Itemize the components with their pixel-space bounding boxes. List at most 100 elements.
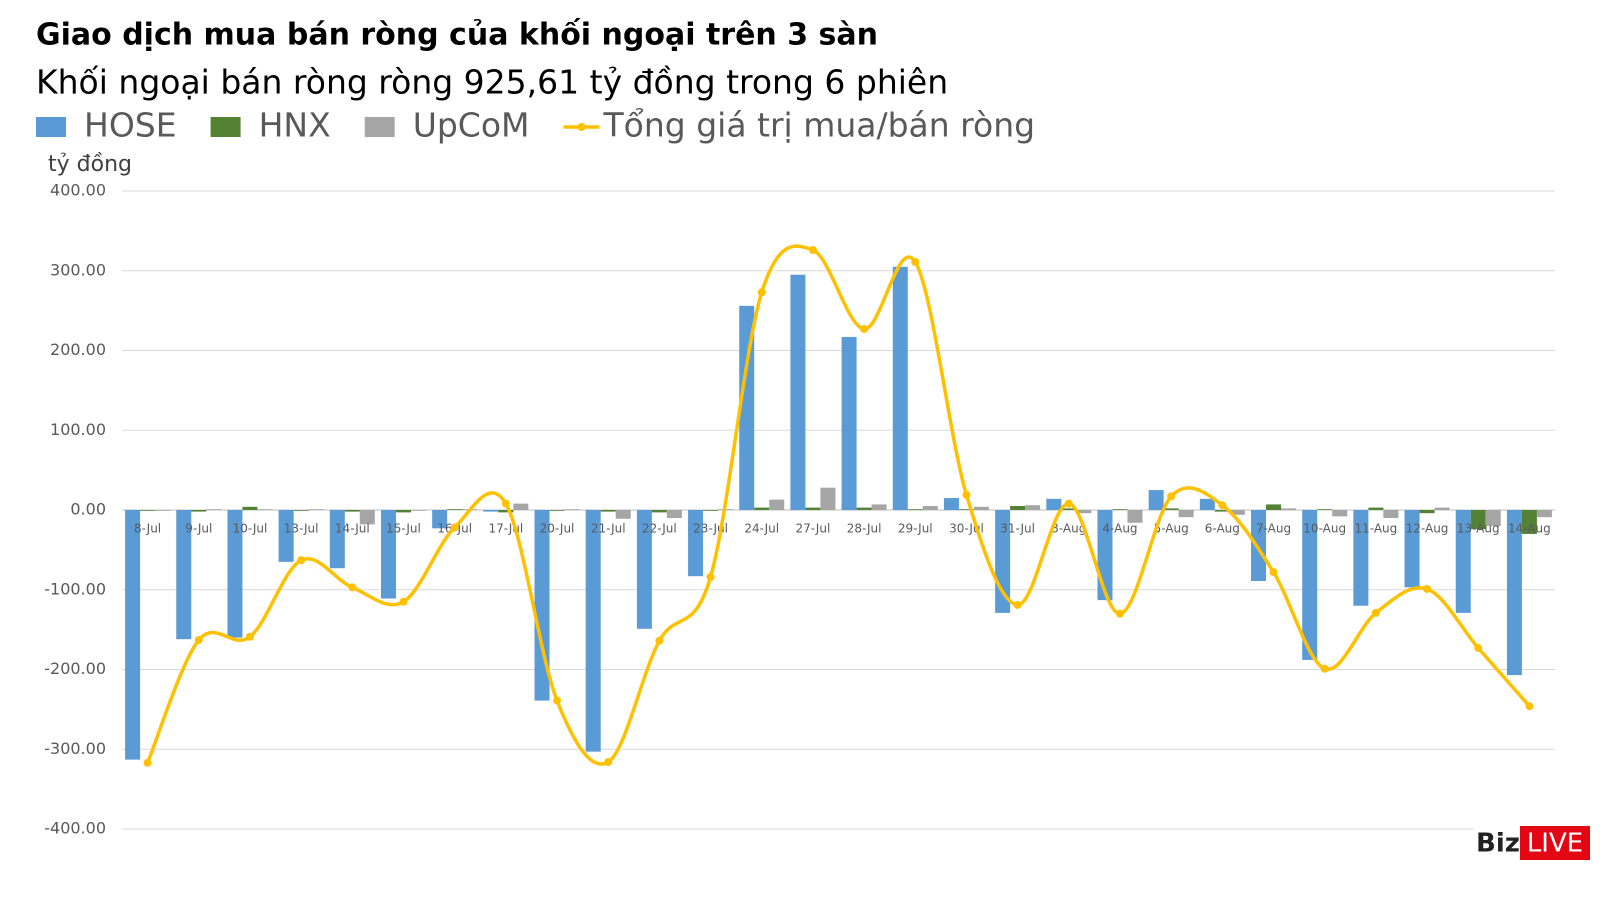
x-tick-label: 27-Jul (796, 522, 831, 536)
bar (1353, 510, 1369, 606)
bar (359, 510, 375, 525)
x-tick-label: 21-Jul (591, 522, 626, 536)
logo-text: LIVE (1527, 829, 1583, 859)
y-tick-label: -100.00 (44, 579, 106, 598)
logo-box (1520, 826, 1590, 860)
bar (1148, 490, 1164, 510)
line-point (194, 635, 203, 644)
bar (242, 506, 258, 510)
bar (410, 510, 426, 511)
x-tick-label: 13-Jul (284, 522, 319, 536)
bar (973, 506, 989, 510)
bar (892, 266, 908, 510)
line-point (1218, 501, 1227, 510)
line-point (348, 583, 357, 592)
bar (1506, 510, 1522, 676)
bar (1485, 510, 1501, 526)
bar (871, 504, 887, 510)
x-tick-label: 31-Jul (1000, 522, 1035, 536)
bars (125, 266, 1552, 760)
x-labels: 8-Jul9-Jul10-Jul13-Jul14-Jul15-Jul16-Jul… (134, 522, 1551, 536)
bar (1419, 510, 1435, 514)
x-tick-label: 6-Aug (1205, 522, 1240, 536)
bar (1266, 504, 1282, 510)
line-point (399, 597, 408, 606)
bar (1317, 509, 1333, 510)
legend-swatch (36, 117, 66, 137)
x-tick-label: 7-Aug (1256, 522, 1291, 536)
bar (1076, 510, 1092, 514)
x-tick-label: 20-Jul (540, 522, 575, 536)
bar (1061, 508, 1077, 510)
line-point (1115, 609, 1124, 618)
line-point (604, 758, 613, 767)
line-point (1474, 643, 1483, 652)
line-point (1064, 499, 1073, 508)
bar (1127, 510, 1143, 523)
line-point (501, 499, 510, 508)
y-tick-label: 0.00 (70, 500, 106, 519)
bar (1163, 508, 1179, 510)
bar (1112, 509, 1128, 510)
x-tick-label: 9-Jul (185, 522, 212, 536)
line-point (1525, 702, 1534, 711)
bar (257, 509, 273, 510)
line-point (706, 572, 715, 581)
line-point (1013, 600, 1022, 609)
chart-subtitle: Khối ngoại bán ròng ròng 925,61 tỷ đồng … (36, 63, 948, 102)
bar (1281, 508, 1297, 510)
bar (739, 305, 755, 510)
bar (191, 510, 207, 512)
bar (176, 510, 192, 640)
bar (1368, 507, 1384, 510)
bar (1302, 510, 1318, 660)
chart-title: Giao dịch mua bán ròng của khối ngoại tr… (36, 18, 878, 53)
bar (1404, 510, 1420, 588)
x-tick-label: 5-Aug (1154, 522, 1189, 536)
bar (943, 498, 959, 510)
line-point (1269, 568, 1278, 577)
bar (380, 510, 396, 599)
bar (841, 336, 857, 510)
bar (564, 509, 580, 510)
line (145, 244, 1531, 766)
legend-label: Tổng giá trị mua/bán ròng (603, 106, 1036, 145)
logo-text: Biz (1476, 829, 1520, 859)
bar (329, 510, 345, 569)
bar (651, 510, 667, 513)
bar (1434, 507, 1450, 510)
line-point (245, 632, 254, 641)
x-tick-label: 12-Aug (1406, 522, 1449, 536)
bar (666, 510, 682, 518)
bar (615, 510, 631, 519)
bar (140, 510, 156, 511)
bar (549, 510, 565, 511)
y-tick-label: -400.00 (44, 819, 106, 838)
bar (1229, 510, 1245, 515)
legend: HOSE HNX UpCoM Tổng giá trị mua/bán ròng (36, 106, 1035, 145)
y-tick-label: 400.00 (50, 181, 106, 200)
bar (293, 510, 309, 511)
bar (703, 510, 719, 511)
bar (1536, 510, 1552, 518)
x-tick-label: 14-Jul (335, 522, 370, 536)
line-point (297, 556, 306, 565)
line-point (655, 636, 664, 645)
bar (600, 510, 616, 512)
bar (636, 510, 652, 629)
x-tick-label: 4-Aug (1102, 522, 1137, 536)
line-point (808, 246, 817, 255)
bar (907, 509, 923, 510)
legend-label: HOSE (84, 106, 177, 145)
y-tick-label: -300.00 (44, 739, 106, 758)
bar (585, 510, 601, 752)
x-tick-label: 3-Aug (1051, 522, 1086, 536)
bar (1199, 498, 1215, 510)
x-tick-label: 28-Jul (847, 522, 882, 536)
line-point (962, 490, 971, 499)
x-tick-label: 10-Aug (1303, 522, 1346, 536)
line-point (143, 758, 152, 767)
line-point (1320, 664, 1329, 673)
bar (790, 274, 806, 510)
